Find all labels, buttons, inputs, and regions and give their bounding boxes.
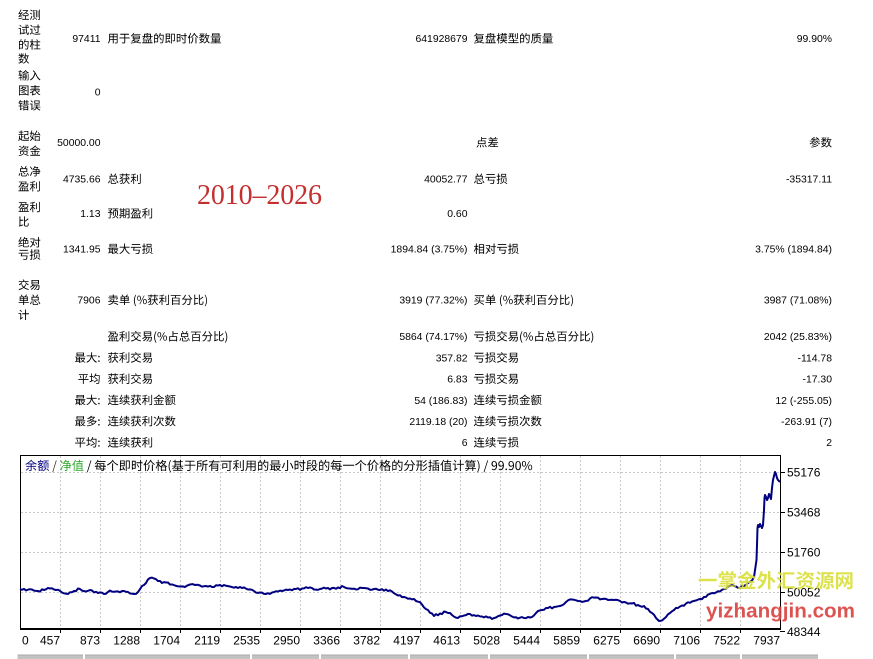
- svg-text:641928679: 641928679: [415, 34, 467, 45]
- svg-text:5444: 5444: [513, 633, 540, 647]
- svg-text:3919 (77.32%): 3919 (77.32%): [399, 296, 467, 307]
- svg-text:3987 (71.08%): 3987 (71.08%): [764, 296, 832, 307]
- svg-text:1894.84 (3.75%): 1894.84 (3.75%): [391, 245, 468, 256]
- svg-text:873: 873: [80, 633, 100, 647]
- svg-text:457: 457: [40, 633, 60, 647]
- svg-text:48344: 48344: [787, 625, 821, 639]
- svg-text:7937: 7937: [753, 633, 780, 647]
- svg-text:5028: 5028: [473, 633, 500, 647]
- svg-text:-263.91 (7): -263.91 (7): [781, 417, 832, 428]
- svg-text:40052.77: 40052.77: [424, 175, 468, 186]
- svg-text:4613: 4613: [433, 633, 460, 647]
- svg-text:3782: 3782: [353, 633, 380, 647]
- svg-text:12 (-255.05): 12 (-255.05): [775, 396, 832, 407]
- svg-text:53468: 53468: [787, 505, 821, 519]
- svg-text:51760: 51760: [787, 545, 821, 559]
- svg-text:97411: 97411: [72, 34, 100, 45]
- svg-text:-17.30: -17.30: [803, 375, 833, 386]
- svg-text:5859: 5859: [553, 633, 580, 647]
- svg-text:2950: 2950: [273, 633, 300, 647]
- svg-text:2119: 2119: [194, 633, 220, 647]
- svg-text:0: 0: [95, 88, 101, 99]
- svg-text:3.75% (1894.84): 3.75% (1894.84): [755, 245, 832, 256]
- svg-text:2: 2: [826, 438, 832, 449]
- svg-text:7106: 7106: [673, 633, 700, 647]
- svg-text:6.83: 6.83: [447, 375, 467, 386]
- svg-text:7522: 7522: [713, 633, 740, 647]
- svg-text:2119.18 (20): 2119.18 (20): [409, 417, 467, 428]
- svg-text:2535: 2535: [233, 633, 260, 647]
- svg-text:0: 0: [22, 633, 29, 647]
- svg-text:55176: 55176: [787, 465, 821, 479]
- svg-text:54 (186.83): 54 (186.83): [414, 396, 467, 407]
- svg-text:6690: 6690: [633, 633, 660, 647]
- svg-text:1.13: 1.13: [80, 209, 100, 220]
- svg-text:7906: 7906: [77, 296, 100, 307]
- svg-text:1704: 1704: [153, 633, 180, 647]
- svg-text:1341.95: 1341.95: [63, 245, 101, 256]
- svg-text:5864 (74.17%): 5864 (74.17%): [399, 332, 467, 343]
- svg-text:2010–2026: 2010–2026: [197, 180, 322, 211]
- svg-text:99.90%: 99.90%: [797, 34, 832, 45]
- svg-text:yizhangjin.com: yizhangjin.com: [706, 601, 855, 623]
- svg-text:-35317.11: -35317.11: [786, 175, 832, 186]
- svg-text:6: 6: [462, 438, 468, 449]
- svg-text:4735.66: 4735.66: [63, 175, 101, 186]
- svg-text:1288: 1288: [113, 633, 140, 647]
- svg-text:0.60: 0.60: [447, 209, 467, 220]
- svg-text:50000.00: 50000.00: [57, 138, 101, 149]
- svg-text:2042 (25.83%): 2042 (25.83%): [764, 332, 832, 343]
- svg-text:4197: 4197: [393, 633, 420, 647]
- svg-text:-114.78: -114.78: [798, 353, 833, 364]
- svg-text:6275: 6275: [593, 633, 620, 647]
- svg-text:357.82: 357.82: [436, 353, 468, 364]
- svg-text:3366: 3366: [313, 633, 340, 647]
